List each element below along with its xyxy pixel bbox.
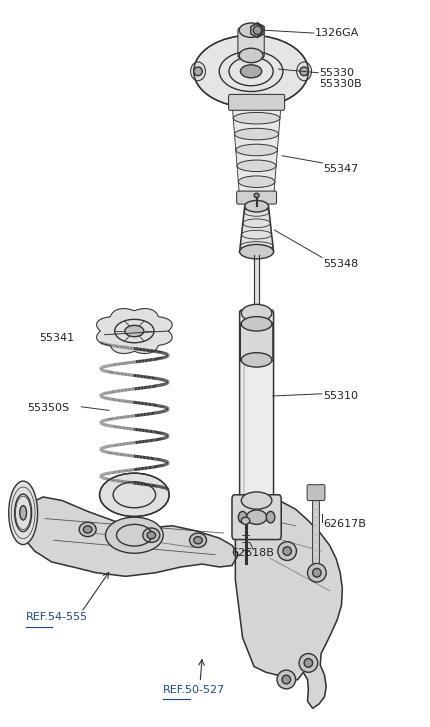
Polygon shape (237, 166, 276, 182)
Ellipse shape (240, 192, 273, 204)
Ellipse shape (194, 537, 202, 544)
Polygon shape (254, 255, 259, 313)
Text: 1326GA: 1326GA (315, 28, 359, 38)
Ellipse shape (241, 492, 272, 509)
Text: 55347: 55347 (323, 164, 359, 174)
Polygon shape (232, 103, 281, 119)
Text: 62618B: 62618B (231, 547, 274, 558)
Ellipse shape (100, 473, 169, 516)
Ellipse shape (283, 547, 292, 555)
Ellipse shape (240, 65, 262, 78)
Polygon shape (233, 119, 280, 134)
Ellipse shape (234, 128, 279, 140)
Polygon shape (251, 23, 264, 37)
Polygon shape (97, 308, 172, 353)
Ellipse shape (194, 67, 202, 76)
Ellipse shape (236, 144, 277, 156)
Ellipse shape (125, 326, 144, 337)
Ellipse shape (282, 675, 291, 684)
Ellipse shape (253, 26, 262, 34)
Ellipse shape (20, 505, 27, 520)
Ellipse shape (9, 481, 37, 545)
Ellipse shape (239, 23, 263, 37)
Ellipse shape (232, 97, 281, 108)
Ellipse shape (246, 510, 267, 524)
FancyBboxPatch shape (229, 95, 285, 111)
Ellipse shape (143, 528, 160, 542)
Ellipse shape (313, 569, 321, 577)
Polygon shape (236, 150, 277, 166)
FancyBboxPatch shape (237, 191, 276, 204)
Ellipse shape (147, 531, 156, 539)
Ellipse shape (266, 511, 275, 523)
Ellipse shape (233, 113, 280, 124)
Ellipse shape (241, 353, 272, 367)
Ellipse shape (307, 563, 326, 582)
Text: 62617B: 62617B (323, 518, 366, 529)
FancyBboxPatch shape (232, 495, 281, 539)
Ellipse shape (238, 511, 247, 523)
Ellipse shape (300, 67, 308, 76)
Ellipse shape (190, 62, 206, 81)
Text: REF.50-527: REF.50-527 (163, 685, 225, 694)
Polygon shape (11, 497, 238, 577)
FancyBboxPatch shape (307, 485, 325, 501)
Ellipse shape (304, 659, 313, 667)
FancyBboxPatch shape (238, 28, 264, 57)
Ellipse shape (190, 533, 206, 547)
Ellipse shape (237, 160, 276, 172)
Polygon shape (238, 182, 275, 198)
Ellipse shape (297, 62, 312, 81)
FancyBboxPatch shape (240, 322, 273, 361)
Ellipse shape (239, 48, 263, 63)
Ellipse shape (241, 305, 272, 321)
Ellipse shape (240, 244, 273, 259)
Ellipse shape (79, 522, 96, 537)
Text: 55330
55330B: 55330 55330B (319, 68, 362, 89)
Ellipse shape (241, 517, 250, 524)
Polygon shape (235, 499, 342, 708)
Text: 55348: 55348 (323, 259, 359, 269)
Polygon shape (240, 206, 273, 252)
Ellipse shape (278, 542, 297, 561)
Ellipse shape (83, 526, 92, 533)
Text: 55310: 55310 (323, 391, 358, 401)
FancyBboxPatch shape (240, 310, 273, 504)
Ellipse shape (277, 670, 296, 689)
Text: REF.54-555: REF.54-555 (26, 612, 88, 622)
Ellipse shape (254, 193, 259, 198)
Text: 55341: 55341 (39, 333, 74, 343)
Ellipse shape (194, 35, 308, 108)
Ellipse shape (238, 176, 275, 188)
Text: 55350S: 55350S (28, 403, 70, 413)
Polygon shape (234, 134, 279, 150)
Ellipse shape (299, 654, 318, 672)
Ellipse shape (105, 517, 163, 553)
Ellipse shape (245, 201, 268, 212)
Ellipse shape (241, 316, 272, 331)
FancyBboxPatch shape (313, 492, 319, 563)
